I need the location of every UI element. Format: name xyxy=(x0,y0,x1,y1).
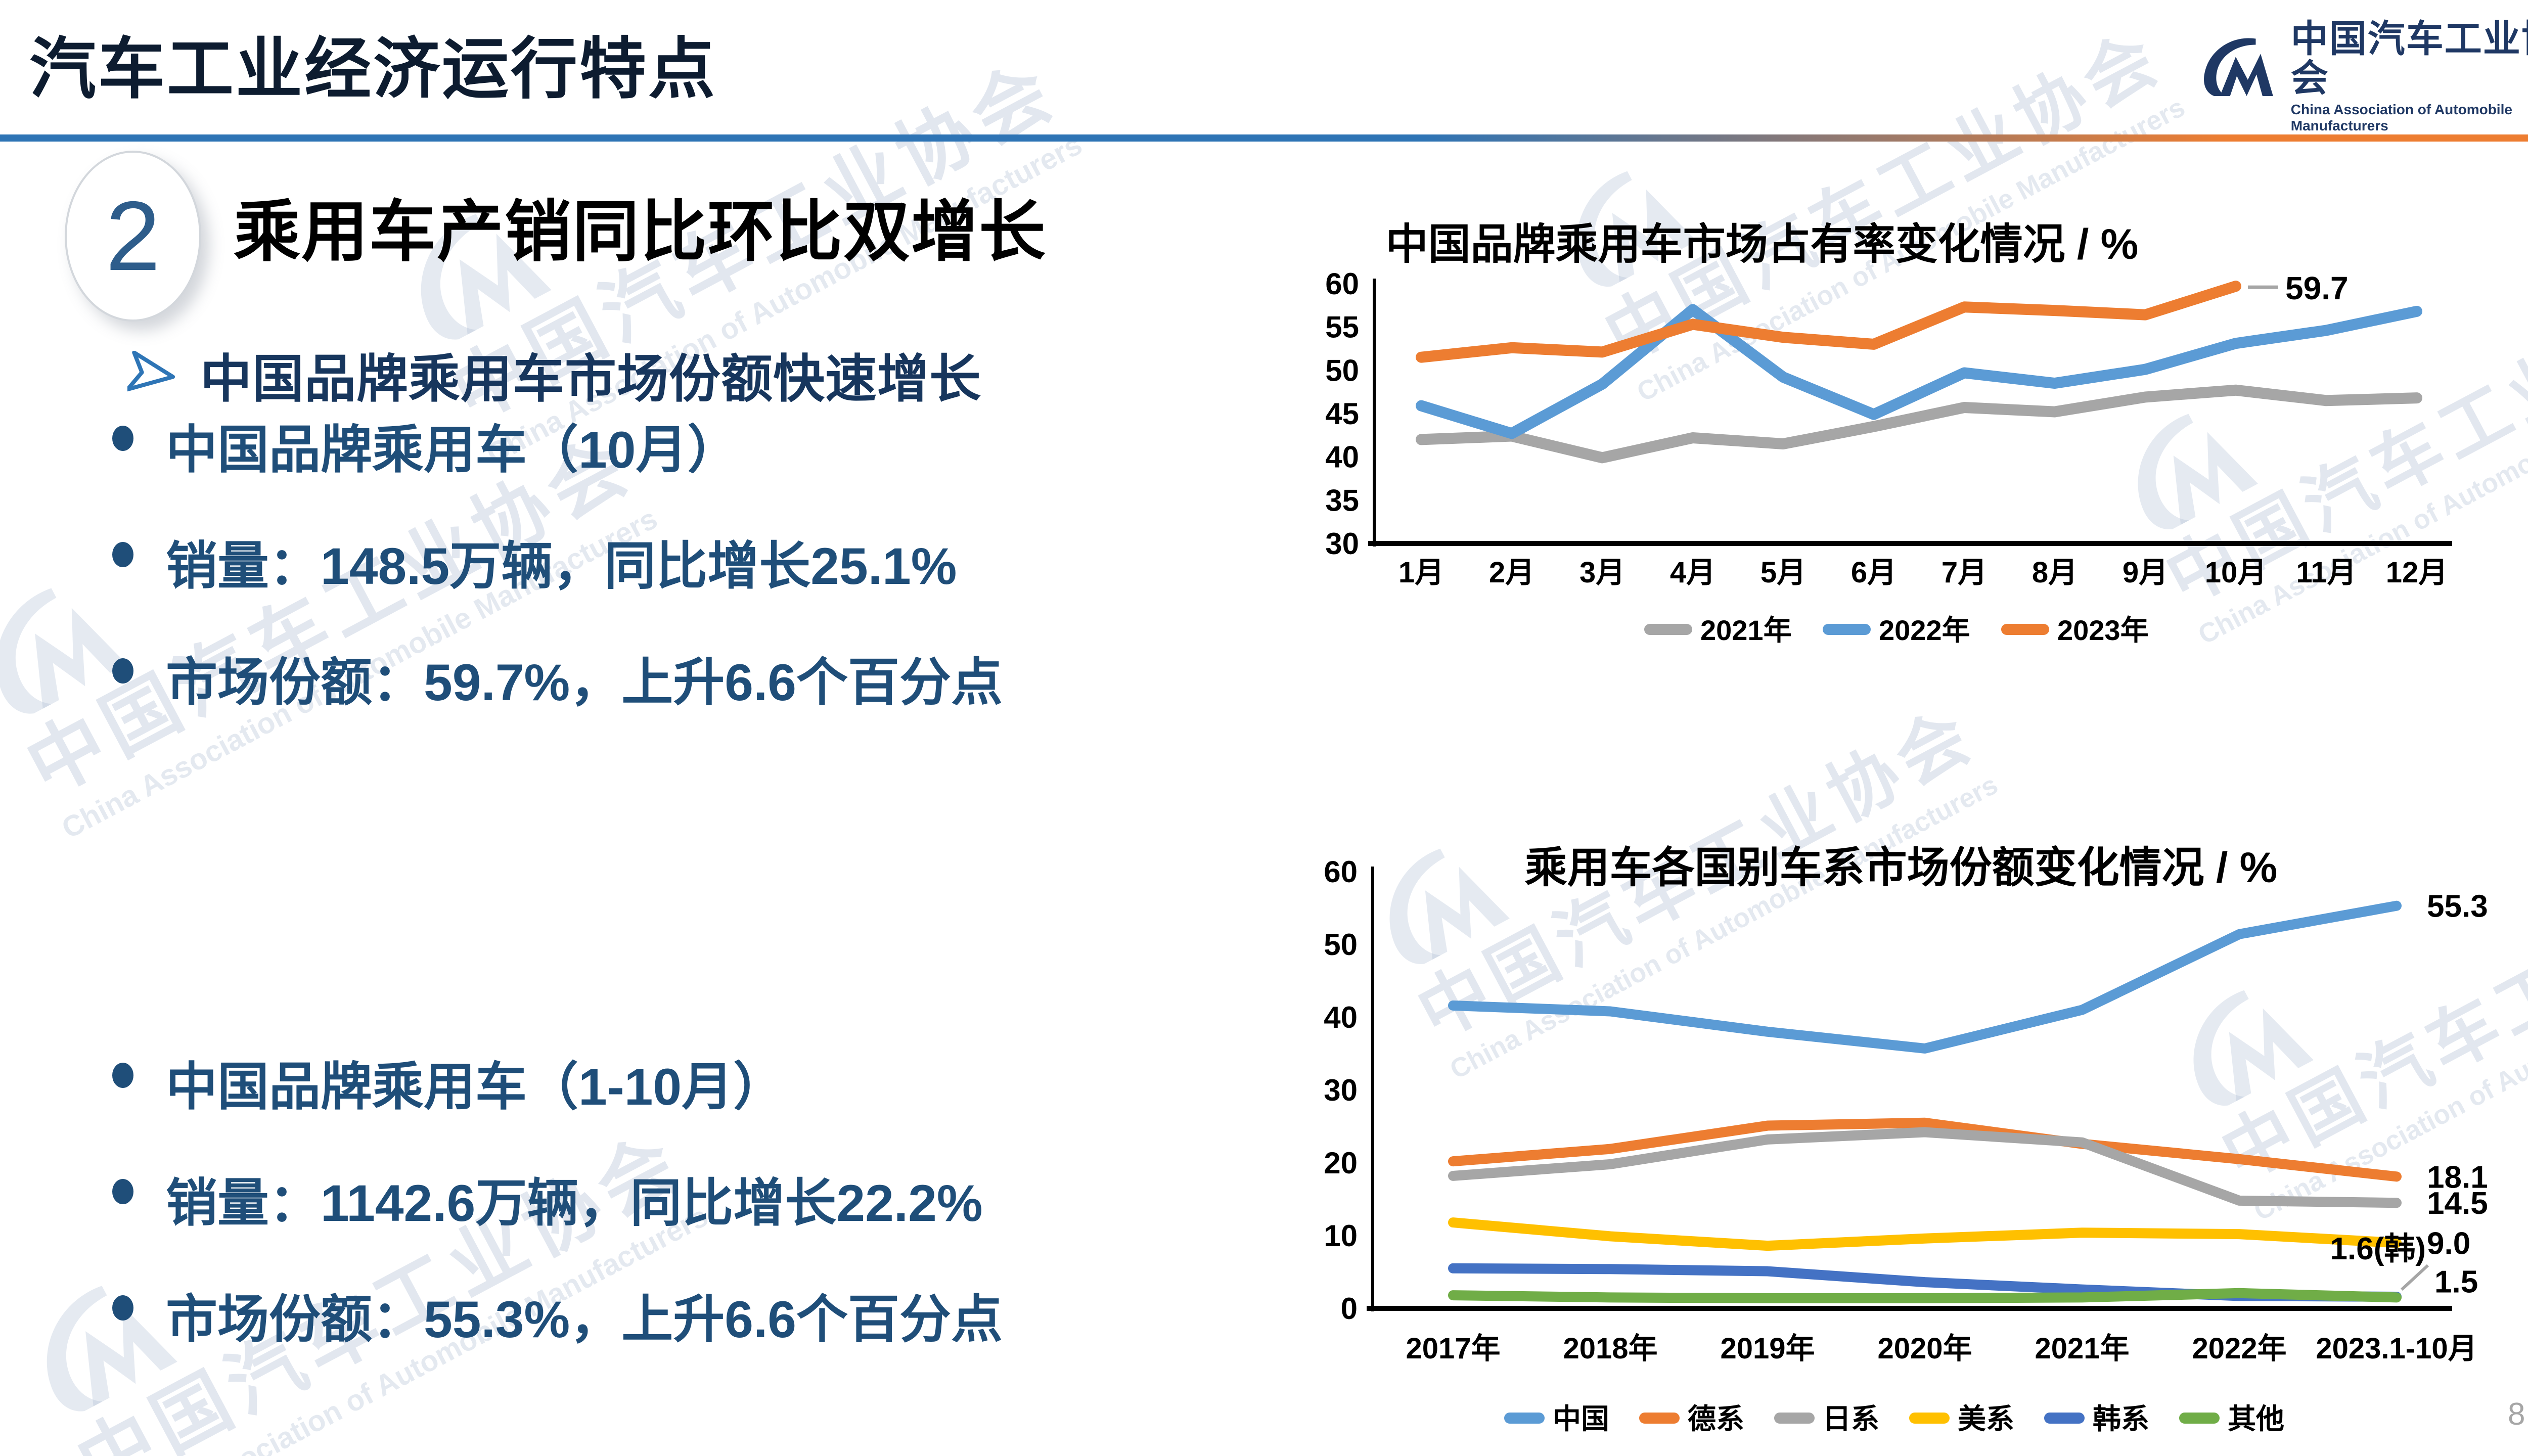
svg-text:60: 60 xyxy=(1325,267,1359,301)
svg-text:6月: 6月 xyxy=(1851,556,1897,589)
chart-share-by-country-series: 乘用车各国别车系市场份额变化情况 / % 0 10 20 30 40 50 60 2017年 20… xyxy=(1324,844,2488,1435)
svg-text:日系: 日系 xyxy=(1823,1403,1879,1435)
svg-text:4月: 4月 xyxy=(1670,556,1716,589)
svg-text:2月: 2月 xyxy=(1489,556,1534,589)
subheading-text: 中国品牌乘用车市场份额快速增长 xyxy=(200,350,981,408)
svg-text:中国: 中国 xyxy=(1553,1403,1609,1435)
svg-text:2019年: 2019年 xyxy=(1720,1332,1815,1365)
svg-text:60: 60 xyxy=(1324,855,1358,889)
svg-text:2023.1-10月: 2023.1-10月 xyxy=(2316,1332,2477,1365)
svg-text:40: 40 xyxy=(1324,1000,1358,1034)
section-number: 2 xyxy=(105,180,161,291)
svg-text:1.6(韩): 1.6(韩) xyxy=(2330,1232,2426,1266)
arrow-bullet-icon xyxy=(127,350,175,391)
section-number-badge: 2 xyxy=(65,151,201,322)
section-subheading: 中国品牌乘用车市场份额快速增长 xyxy=(127,338,981,412)
svg-text:2021年: 2021年 xyxy=(2035,1332,2129,1365)
bullet-ytd-title: 中国品牌乘用车（1-10月） xyxy=(112,1045,785,1120)
bullet-oct-title: 中国品牌乘用车（10月） xyxy=(112,408,739,483)
svg-text:9.0: 9.0 xyxy=(2427,1226,2470,1261)
svg-text:7月: 7月 xyxy=(1942,556,1987,589)
svg-text:35: 35 xyxy=(1325,483,1359,517)
bullet-dot-icon xyxy=(112,426,133,451)
svg-text:2021年: 2021年 xyxy=(1700,614,1792,646)
bullet-ytd-sales: 销量：1142.6万辆，同比增长22.2% xyxy=(112,1162,983,1236)
section-heading: 乘用车产销同比环比双增长 xyxy=(234,195,1047,269)
svg-text:1月: 1月 xyxy=(1398,556,1444,589)
bullet-oct-share: 市场份额：59.7%，上升6.6个百分点 xyxy=(112,641,1003,715)
logo-cn-text: 中国汽车工业协会 xyxy=(2290,18,2528,99)
header-divider xyxy=(0,134,2528,142)
svg-text:40: 40 xyxy=(1325,440,1359,474)
bullet-dot-icon xyxy=(112,1063,133,1088)
svg-text:2022年: 2022年 xyxy=(1879,614,1970,646)
caam-logo: 中国汽车工业协会 China Association of Automobile… xyxy=(2198,19,2528,134)
svg-text:50: 50 xyxy=(1325,353,1359,387)
svg-text:2017年: 2017年 xyxy=(1406,1332,1500,1365)
svg-text:5月: 5月 xyxy=(1760,556,1806,589)
svg-text:30: 30 xyxy=(1324,1073,1358,1107)
svg-text:美系: 美系 xyxy=(1958,1403,2014,1435)
bullet-ytd-share: 市场份额：55.3%，上升6.6个百分点 xyxy=(112,1278,1003,1352)
svg-text:10: 10 xyxy=(1324,1219,1358,1253)
logo-en-text: China Association of Automobile Manufact… xyxy=(2290,102,2512,134)
svg-text:50: 50 xyxy=(1324,928,1358,962)
svg-text:2022年: 2022年 xyxy=(2192,1332,2286,1365)
page-number: 8 xyxy=(2508,1397,2525,1432)
svg-text:2018年: 2018年 xyxy=(1563,1332,1657,1365)
svg-text:乘用车各国别车系市场份额变化情况 / %: 乘用车各国别车系市场份额变化情况 / % xyxy=(1525,844,2278,891)
svg-text:10月: 10月 xyxy=(2205,556,2267,589)
bullet-dot-icon xyxy=(112,658,133,684)
svg-text:德系: 德系 xyxy=(1688,1403,1744,1435)
svg-text:55: 55 xyxy=(1325,310,1359,344)
svg-text:3月: 3月 xyxy=(1579,556,1625,589)
page-title: 汽车工业经济运行特点 xyxy=(29,32,717,106)
bullet-oct-sales: 销量：148.5万辆，同比增长25.1% xyxy=(112,525,957,599)
svg-text:11月: 11月 xyxy=(2296,556,2356,589)
svg-text:9月: 9月 xyxy=(2123,556,2168,589)
svg-text:2020年: 2020年 xyxy=(1877,1332,1972,1365)
svg-text:韩系: 韩系 xyxy=(2093,1403,2149,1435)
svg-text:14.5: 14.5 xyxy=(2427,1186,2488,1221)
svg-text:0: 0 xyxy=(1341,1292,1358,1326)
svg-text:18.1: 18.1 xyxy=(2427,1160,2488,1195)
bullet-dot-icon xyxy=(112,1179,133,1204)
svg-text:59.7: 59.7 xyxy=(2285,270,2349,306)
chart-china-brand-monthly-share: 中国品牌乘用车市场占有率变化情况 / % 30 35 40 45 50 55 60 1月 2月 3月… xyxy=(1325,220,2452,646)
svg-text:45: 45 xyxy=(1325,397,1359,431)
svg-text:其他: 其他 xyxy=(2228,1403,2284,1435)
svg-text:30: 30 xyxy=(1325,527,1359,561)
svg-text:8月: 8月 xyxy=(2032,556,2078,589)
bullet-dot-icon xyxy=(112,542,133,567)
svg-text:55.3: 55.3 xyxy=(2427,889,2488,924)
svg-text:1.5: 1.5 xyxy=(2434,1264,2478,1299)
svg-text:12月: 12月 xyxy=(2386,556,2448,589)
svg-text:2023年: 2023年 xyxy=(2057,614,2149,646)
bullet-dot-icon xyxy=(112,1295,133,1321)
svg-text:中国品牌乘用车市场占有率变化情况 / %: 中国品牌乘用车市场占有率变化情况 / % xyxy=(1386,220,2139,268)
svg-text:20: 20 xyxy=(1324,1146,1358,1180)
caam-logo-icon xyxy=(2203,38,2273,96)
